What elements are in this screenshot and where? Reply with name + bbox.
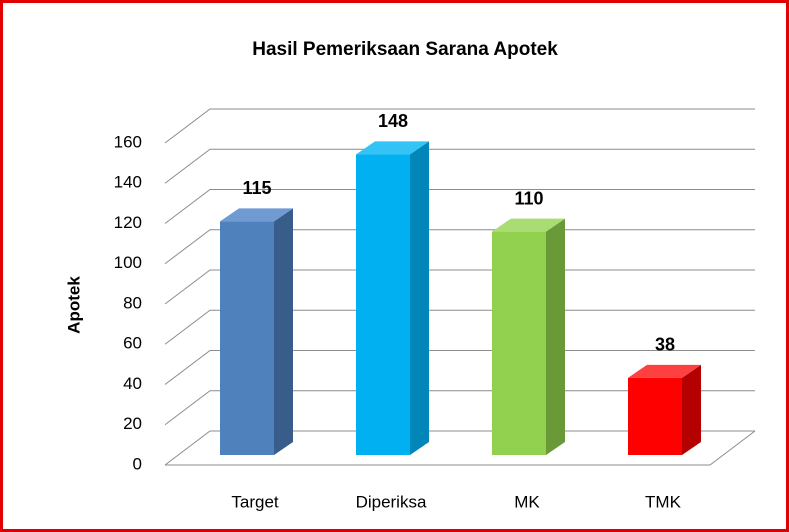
y-axis-title: Apotek bbox=[64, 276, 83, 334]
bar-front bbox=[628, 377, 682, 455]
bar-top bbox=[492, 218, 565, 232]
y-tick-label: 160 bbox=[114, 132, 142, 151]
bar-side bbox=[682, 364, 701, 455]
bar-side bbox=[410, 141, 429, 455]
value-label: 115 bbox=[242, 178, 271, 198]
y-tick-label: 60 bbox=[123, 334, 142, 353]
x-tick-label: Diperiksa bbox=[356, 492, 427, 511]
bar-top bbox=[220, 208, 293, 222]
x-tick-label: MK bbox=[514, 492, 540, 511]
grid-line bbox=[164, 189, 755, 224]
bar bbox=[492, 218, 565, 455]
y-tick-label: 120 bbox=[114, 213, 142, 232]
bar-top bbox=[628, 364, 701, 378]
value-label: 110 bbox=[514, 188, 543, 208]
y-tick-label: 100 bbox=[114, 253, 142, 272]
bar-front bbox=[356, 154, 410, 455]
grid-line bbox=[164, 350, 755, 385]
value-label: 38 bbox=[655, 335, 675, 355]
grid-line bbox=[164, 108, 755, 144]
bar-front bbox=[220, 221, 274, 455]
floor bbox=[165, 430, 756, 466]
x-tick-label: Target bbox=[231, 492, 279, 511]
y-tick-label: 140 bbox=[114, 173, 142, 192]
x-tick-label: TMK bbox=[645, 492, 682, 511]
bar-top bbox=[356, 141, 429, 155]
bar-side bbox=[274, 208, 293, 455]
y-tick-label: 80 bbox=[123, 293, 142, 312]
grid-line bbox=[164, 430, 755, 466]
grid-line bbox=[164, 309, 755, 345]
value-label: 148 bbox=[378, 111, 408, 131]
y-tick-label: 0 bbox=[133, 454, 142, 473]
bar bbox=[356, 141, 429, 455]
bar bbox=[220, 208, 293, 455]
grid-line bbox=[164, 269, 755, 305]
bar-side bbox=[546, 218, 565, 455]
grid-line bbox=[164, 390, 755, 426]
bar-front bbox=[492, 231, 546, 455]
grid-line bbox=[164, 148, 755, 184]
y-tick-label: 20 bbox=[123, 414, 142, 433]
chart-title: Hasil Pemeriksaan Sarana Apotek bbox=[252, 39, 558, 60]
bar bbox=[628, 364, 701, 455]
y-tick-label: 40 bbox=[123, 374, 142, 393]
grid-line bbox=[164, 229, 755, 265]
